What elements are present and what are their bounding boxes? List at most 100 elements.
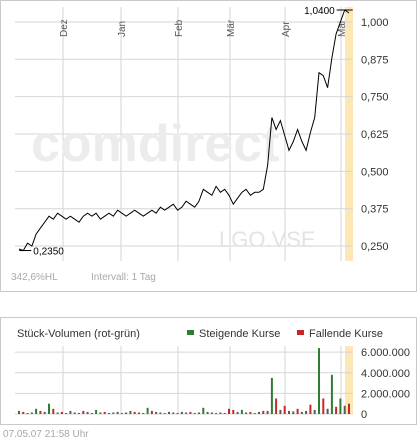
price-x-tick-label: Mai [337, 21, 348, 37]
volume-bar [300, 411, 303, 414]
volume-bar [318, 348, 320, 414]
high-value-label: 1,0400 [304, 6, 335, 17]
volume-bar [245, 412, 248, 414]
low-value-label: 0,2350 [33, 247, 64, 258]
volume-bar [65, 413, 68, 414]
price-x-tick-label: Jan [117, 21, 128, 37]
volume-y-tick-label: 6.000.000 [361, 347, 410, 359]
volume-bar [163, 413, 166, 414]
volume-bar [18, 412, 20, 414]
volume-bar [253, 413, 256, 414]
volume-bar [69, 410, 72, 414]
price-y-tick-label: 0,625 [361, 129, 389, 141]
price-grid [15, 7, 353, 261]
volume-y-tick-label: 0 [361, 409, 367, 421]
watermark-logo: comdirect [31, 115, 280, 173]
price-x-tick-label: Dez [59, 19, 70, 37]
volume-bar [176, 413, 179, 414]
watermark-symbol: LGO.VSE [219, 227, 316, 252]
volume-bar [142, 413, 145, 414]
volume-chart: Stück-Volumen (rot-grün) Steigende Kurse… [15, 328, 410, 421]
volume-bar [348, 403, 350, 414]
volume-bar [309, 404, 312, 414]
volume-bar [258, 411, 260, 414]
price-x-tick-label: Mär [226, 19, 237, 37]
volume-grid [15, 346, 353, 415]
volume-bar [283, 405, 286, 414]
volume-bar [228, 408, 230, 414]
volume-bar [322, 398, 325, 414]
price-series-line [18, 9, 350, 252]
volume-bar [125, 412, 128, 414]
price-y-tick-label: 0,875 [361, 54, 389, 66]
volume-bar [60, 411, 63, 414]
volume-bar [22, 411, 25, 414]
volume-bar [206, 411, 209, 414]
volume-chart-panel: Stück-Volumen (rot-grün) Steigende Kurse… [0, 317, 417, 425]
volume-bar [202, 407, 205, 414]
volume-bar [240, 409, 243, 414]
timestamp: 07.05.07 21:58 Uhr [3, 429, 89, 440]
volume-bar [18, 410, 20, 414]
volume-highlight-band [345, 346, 353, 414]
volume-bar [236, 411, 239, 414]
volume-bar [35, 408, 38, 414]
legend-swatch-up [187, 330, 194, 335]
price-x-tick-label: Apr [281, 21, 292, 37]
volume-bar [43, 411, 46, 414]
watermark: comdirect LGO.VSE [31, 115, 316, 252]
volume-bar [129, 410, 132, 414]
volume-bar [172, 412, 175, 414]
volume-bar [120, 413, 123, 414]
volume-bar [296, 408, 299, 414]
volume-bar [313, 409, 316, 414]
volume-bar [116, 411, 119, 414]
volume-bar [275, 398, 278, 414]
price-chart: comdirect LGO.VSE Dez Jan Feb Mär Apr Mai 0,2… [11, 6, 389, 283]
volume-y-tick-label: 4.000.000 [361, 368, 410, 380]
price-y-tick-label: 0,375 [361, 204, 389, 216]
volume-bar [270, 377, 273, 414]
volume-bar [288, 410, 290, 414]
volume-bar [99, 412, 102, 414]
volume-legend: Steigende Kurse Fallende Kurse [187, 328, 383, 340]
volume-bar [82, 410, 85, 414]
volume-y-axis-labels: 0 2.000.000 4.000.000 6.000.000 [361, 347, 410, 421]
volume-bar [108, 413, 110, 414]
price-range-label: 342,6%HL [11, 272, 58, 283]
volume-bar [335, 406, 338, 414]
legend-label-down: Fallende Kurse [309, 328, 383, 340]
volume-bar [330, 374, 333, 414]
volume-bar [86, 411, 89, 414]
volume-bar [249, 411, 252, 414]
volume-bar [73, 412, 76, 414]
price-y-tick-label: 1,000 [361, 17, 389, 29]
volume-bar [133, 411, 136, 414]
price-y-axis-labels: 0,250 0,375 0,500 0,625 0,750 0,875 1,000 [361, 17, 389, 253]
volume-bar [193, 413, 196, 414]
volume-bar [219, 412, 222, 414]
volume-title: Stück-Volumen (rot-grün) [17, 328, 140, 340]
volume-bar [185, 412, 188, 414]
volume-bars [18, 348, 350, 414]
volume-bar [95, 409, 98, 414]
volume-bar [103, 411, 106, 414]
volume-bar [189, 411, 192, 414]
volume-bar [78, 413, 80, 414]
volume-bar [30, 412, 33, 414]
volume-bar [56, 412, 59, 414]
volume-bar [343, 405, 346, 414]
volume-bar [155, 411, 158, 414]
volume-bar [90, 413, 93, 414]
interval-label: Intervall: 1 Tag [91, 272, 156, 283]
volume-bar [210, 412, 213, 414]
price-chart-panel: comdirect LGO.VSE Dez Jan Feb Mär Apr Mai 0,2… [0, 0, 417, 292]
volume-y-tick-label: 2.000.000 [361, 388, 410, 400]
volume-bar [52, 408, 55, 414]
volume-bar [232, 409, 235, 414]
volume-bar [292, 411, 295, 414]
volume-bar [266, 410, 269, 414]
price-annotations: 0,2350 1,0400 [19, 6, 353, 258]
price-y-tick-label: 0,750 [361, 92, 389, 104]
price-x-tick-label: Feb [174, 19, 185, 37]
